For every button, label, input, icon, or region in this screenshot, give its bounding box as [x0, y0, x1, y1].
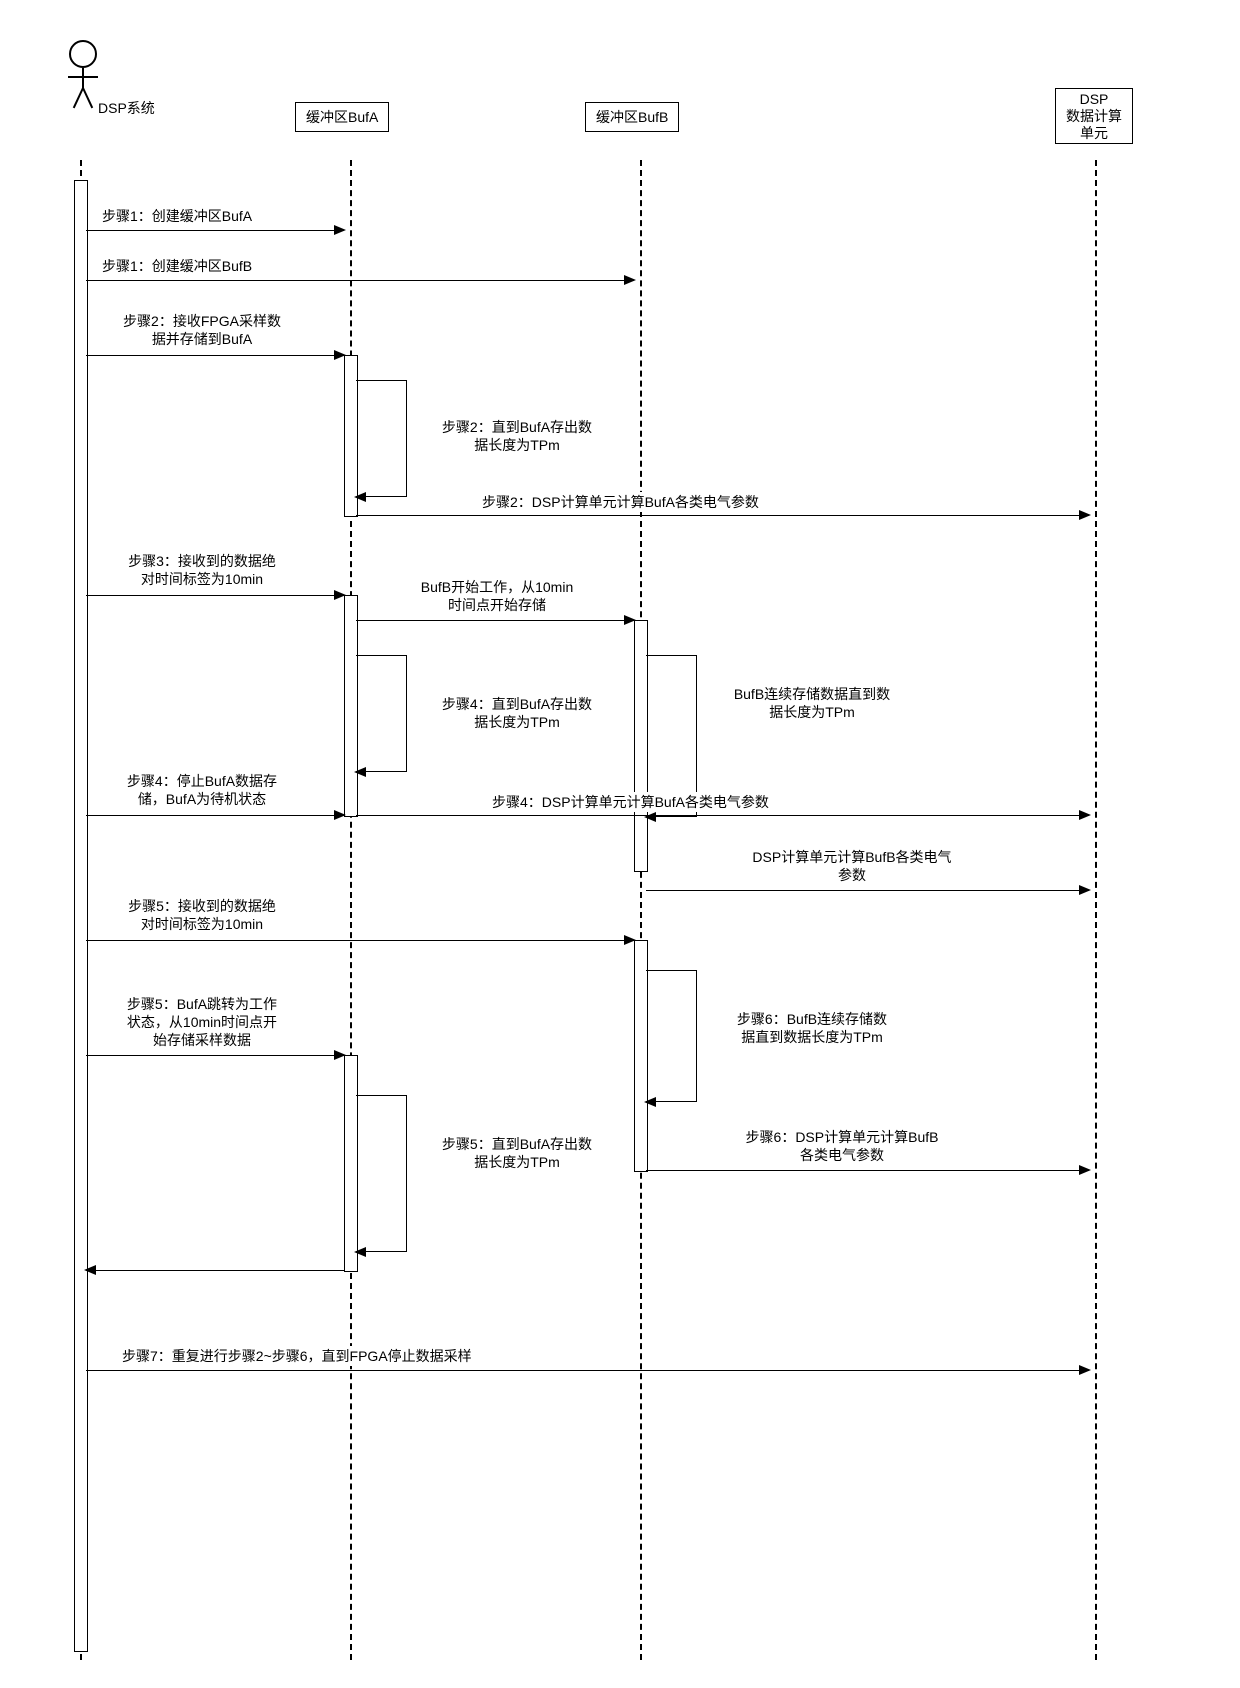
msg-create-bufB	[86, 280, 634, 281]
sequence-diagram: DSP系统 缓冲区BufA 缓冲区BufB DSP 数据计算 单元 步骤1：创建…	[20, 20, 1220, 1660]
self-msg-step6B	[646, 970, 697, 1102]
dsp-line2: 数据计算	[1066, 108, 1122, 124]
self-msg-step6B-label: 步骤6：BufB连续存储数据直到数据长度为TPm	[710, 1010, 914, 1046]
msg-step5-label: 步骤5：接收到的数据绝对时间标签为10min	[100, 897, 304, 933]
msg-step6-calc	[646, 1170, 1089, 1171]
self-msg-step2-label: 步骤2：直到BufA存出数据长度为TPm	[415, 418, 619, 454]
participant-bufB: 缓冲区BufB	[585, 102, 679, 132]
dsp-line3: 单元	[1080, 125, 1108, 141]
msg-step3	[86, 595, 344, 596]
msg-step2-calc-label: 步骤2：DSP计算单元计算BufA各类电气参数	[480, 492, 761, 512]
self-msg-step4A	[356, 655, 407, 772]
self-msg-step2	[356, 380, 407, 497]
msg-step4-calc-label: 步骤4：DSP计算单元计算BufA各类电气参数	[490, 792, 771, 812]
msg-create-bufA-label: 步骤1：创建缓冲区BufA	[100, 206, 254, 226]
msg-step2-calc	[356, 515, 1089, 516]
actor-dsp-system	[68, 40, 98, 108]
msg-step5a	[86, 1055, 344, 1056]
msg-step3-label: 步骤3：接收到的数据绝对时间标签为10min	[100, 552, 304, 588]
actor-label: DSP系统	[98, 98, 155, 118]
msg-step2-store-label: 步骤2：接收FPGA采样数据并存储到BufA	[100, 312, 304, 348]
msg-create-bufA	[86, 230, 344, 231]
msg-create-bufB-label: 步骤1：创建缓冲区BufB	[100, 256, 254, 276]
msg-step4-stop	[86, 815, 344, 816]
msg-calcB	[646, 890, 1089, 891]
msg-step6-calc-label: 步骤6：DSP计算单元计算BufB各类电气参数	[720, 1128, 964, 1164]
dsp-line1: DSP	[1080, 91, 1109, 107]
msg-step7	[86, 1370, 1089, 1371]
msg-step3-bufB	[356, 620, 634, 621]
msg-step3-bufB-label: BufB开始工作，从10min时间点开始存储	[390, 578, 604, 614]
self-msg-step5A-label: 步骤5：直到BufA存出数据长度为TPm	[415, 1135, 619, 1171]
lifeline-bufB	[640, 160, 642, 1660]
msg-step2-store	[86, 355, 344, 356]
msg-step7-label: 步骤7：重复进行步骤2~步骤6，直到FPGA停止数据采样	[120, 1346, 474, 1366]
msg-calcB-label: DSP计算单元计算BufB各类电气参数	[720, 848, 984, 884]
msg-step5a-label: 步骤5：BufA跳转为工作状态，从10min时间点开始存储采样数据	[100, 995, 304, 1050]
self-msg-step4A-label: 步骤4：直到BufA存出数据长度为TPm	[415, 695, 619, 731]
participant-dsp-calc: DSP 数据计算 单元	[1055, 88, 1133, 144]
self-msg-bufB1-label: BufB连续存储数据直到数据长度为TPm	[710, 685, 914, 721]
activation-actor	[74, 180, 88, 1652]
participant-bufA: 缓冲区BufA	[295, 102, 389, 132]
lifeline-dsp	[1095, 160, 1097, 1660]
self-msg-step5A	[356, 1095, 407, 1252]
msg-return-bufA	[86, 1270, 344, 1271]
msg-step4-calc	[356, 815, 1089, 816]
msg-step5	[86, 940, 634, 941]
msg-step4-stop-label: 步骤4：停止BufA数据存储，BufA为待机状态	[100, 772, 304, 808]
